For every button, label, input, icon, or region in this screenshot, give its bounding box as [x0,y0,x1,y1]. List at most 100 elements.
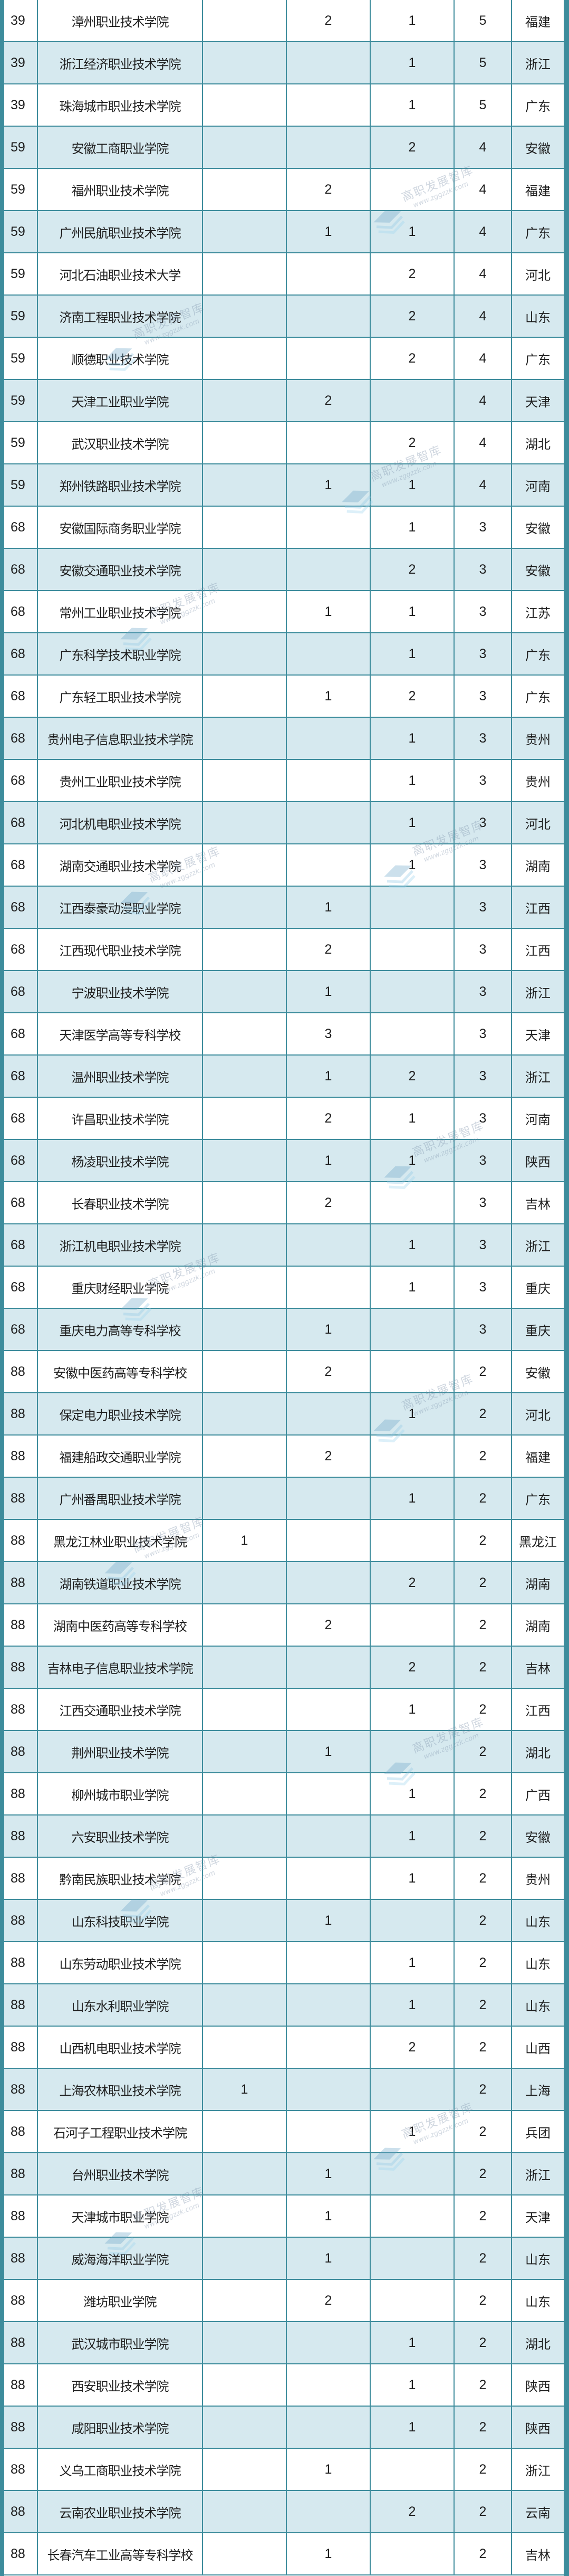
school-name-cell: 石河子工程职业技术学院 [38,2111,203,2152]
table-row: 68 安徽国际商务职业学院 1 3 安徽 [0,507,569,549]
rank-cell: 88 [0,1520,38,1561]
rank-cell: 88 [0,2069,38,2110]
total-cell: 4 [455,464,512,506]
total-cell: 2 [455,2407,512,2448]
total-cell: 4 [455,338,512,379]
school-name-cell: 浙江经济职业技术学院 [38,42,203,83]
school-name-cell: 安徽交通职业技术学院 [38,549,203,590]
table-row: 88 柳州城市职业学院 1 2 广西 [0,1773,569,1815]
rank-cell: 88 [0,2364,38,2406]
count-b-cell [287,549,371,590]
school-name-cell: 福州职业技术学院 [38,169,203,210]
rank-cell: 88 [0,1478,38,1519]
count-c-cell: 1 [371,1224,455,1266]
school-name-cell: 武汉职业技术学院 [38,422,203,463]
count-c-cell: 1 [371,591,455,632]
count-c-cell: 1 [371,42,455,83]
school-name-cell: 江西现代职业技术学院 [38,929,203,970]
table-row: 68 许昌职业技术学院 2 1 3 河南 [0,1098,569,1140]
count-a-cell [203,84,287,126]
count-a-cell [203,929,287,970]
rank-cell: 88 [0,2027,38,2068]
province-cell: 广西 [525,1788,551,1803]
province-cell: 上海 [525,2083,551,2098]
total-cell: 3 [455,971,512,1012]
table-row: 59 郑州铁路职业技术学院 1 1 4 河南 [0,464,569,507]
school-name-cell: 河北机电职业技术学院 [38,802,203,843]
table-row: 59 济南工程职业技术学院 2 4 山东 [0,296,569,338]
province-cell: 安徽 [525,1830,551,1845]
count-a-cell [203,1773,287,1814]
table-left-border [0,0,4,2576]
rank-cell: 88 [0,1984,38,2026]
count-a-cell [203,718,287,759]
school-name-cell: 义乌工商职业技术学院 [38,2449,203,2490]
count-c-cell: 1 [371,718,455,759]
count-b-cell [287,507,371,548]
count-b-cell [287,1815,371,1857]
table-row: 88 湖南中医药高等专科学校 2 2 湖南 [0,1604,569,1647]
province-cell: 吉林 [525,1661,551,1676]
count-c-cell: 1 [371,1267,455,1308]
table-row: 88 威海海洋职业学院 1 2 山东 [0,2238,569,2280]
province-cell: 贵州 [525,732,551,747]
count-b-cell: 2 [287,1604,371,1646]
school-name-cell: 武汉城市职业学院 [38,2322,203,2363]
school-name-cell: 郑州铁路职业技术学院 [38,464,203,506]
total-cell: 2 [455,2533,512,2574]
school-name-cell: 湖南交通职业技术学院 [38,844,203,886]
province-cell: 山东 [525,1956,551,1972]
rank-cell: 68 [0,1098,38,1139]
rank-cell: 59 [0,211,38,252]
count-b-cell [287,1478,371,1519]
school-name-cell: 重庆电力高等专科学校 [38,1309,203,1350]
count-c-cell: 2 [371,1647,455,1688]
total-cell: 3 [455,1056,512,1097]
province-cell: 河北 [525,268,551,283]
count-a-cell [203,549,287,590]
school-name-cell: 漳州职业技术学院 [38,0,203,41]
table-row: 68 广东轻工职业技术学院 1 2 3 广东 [0,676,569,718]
table-row: 88 黑龙江林业职业技术学院 1 2 黑龙江 [0,1520,569,1562]
count-a-cell [203,1562,287,1603]
rank-cell: 88 [0,1562,38,1603]
count-a-cell [203,676,287,717]
count-b-cell [287,2111,371,2152]
table-row: 88 咸阳职业技术学院 1 2 陕西 [0,2407,569,2449]
total-cell: 5 [455,0,512,41]
count-c-cell: 2 [371,2491,455,2532]
count-a-cell [203,127,287,168]
count-c-cell: 1 [371,2322,455,2363]
rank-cell: 68 [0,1056,38,1097]
count-b-cell [287,718,371,759]
count-c-cell: 1 [371,802,455,843]
count-a-cell [203,1013,287,1054]
count-c-cell: 1 [371,84,455,126]
rank-cell: 68 [0,971,38,1012]
table-row: 68 宁波职业技术学院 1 3 浙江 [0,971,569,1013]
rank-cell: 88 [0,2322,38,2363]
school-name-cell: 西安职业技术学院 [38,2364,203,2406]
table-row: 68 温州职业技术学院 1 2 3 浙江 [0,1056,569,1098]
province-cell: 兵团 [525,2125,551,2141]
province-cell: 陕西 [525,2379,551,2394]
count-a-cell [203,802,287,843]
count-c-cell: 1 [371,0,455,41]
count-a-cell [203,1731,287,1772]
count-b-cell: 1 [287,591,371,632]
table-row: 88 西安职业技术学院 1 2 陕西 [0,2364,569,2407]
table-row: 88 江西交通职业技术学院 1 2 江西 [0,1689,569,1731]
count-c-cell [371,2449,455,2490]
province-cell: 吉林 [525,2548,551,2563]
count-b-cell: 1 [287,211,371,252]
school-name-cell: 广东轻工职业技术学院 [38,676,203,717]
table-row: 68 广东科学技术职业学院 1 3 广东 [0,633,569,676]
table-row: 88 山西机电职业技术学院 2 2 山西 [0,2027,569,2069]
province-cell: 陕西 [525,1154,551,1170]
count-c-cell: 1 [371,2407,455,2448]
school-name-cell: 长春职业技术学院 [38,1182,203,1223]
count-a-cell [203,2449,287,2490]
province-cell: 河南 [525,479,551,494]
count-b-cell: 1 [287,1900,371,1941]
